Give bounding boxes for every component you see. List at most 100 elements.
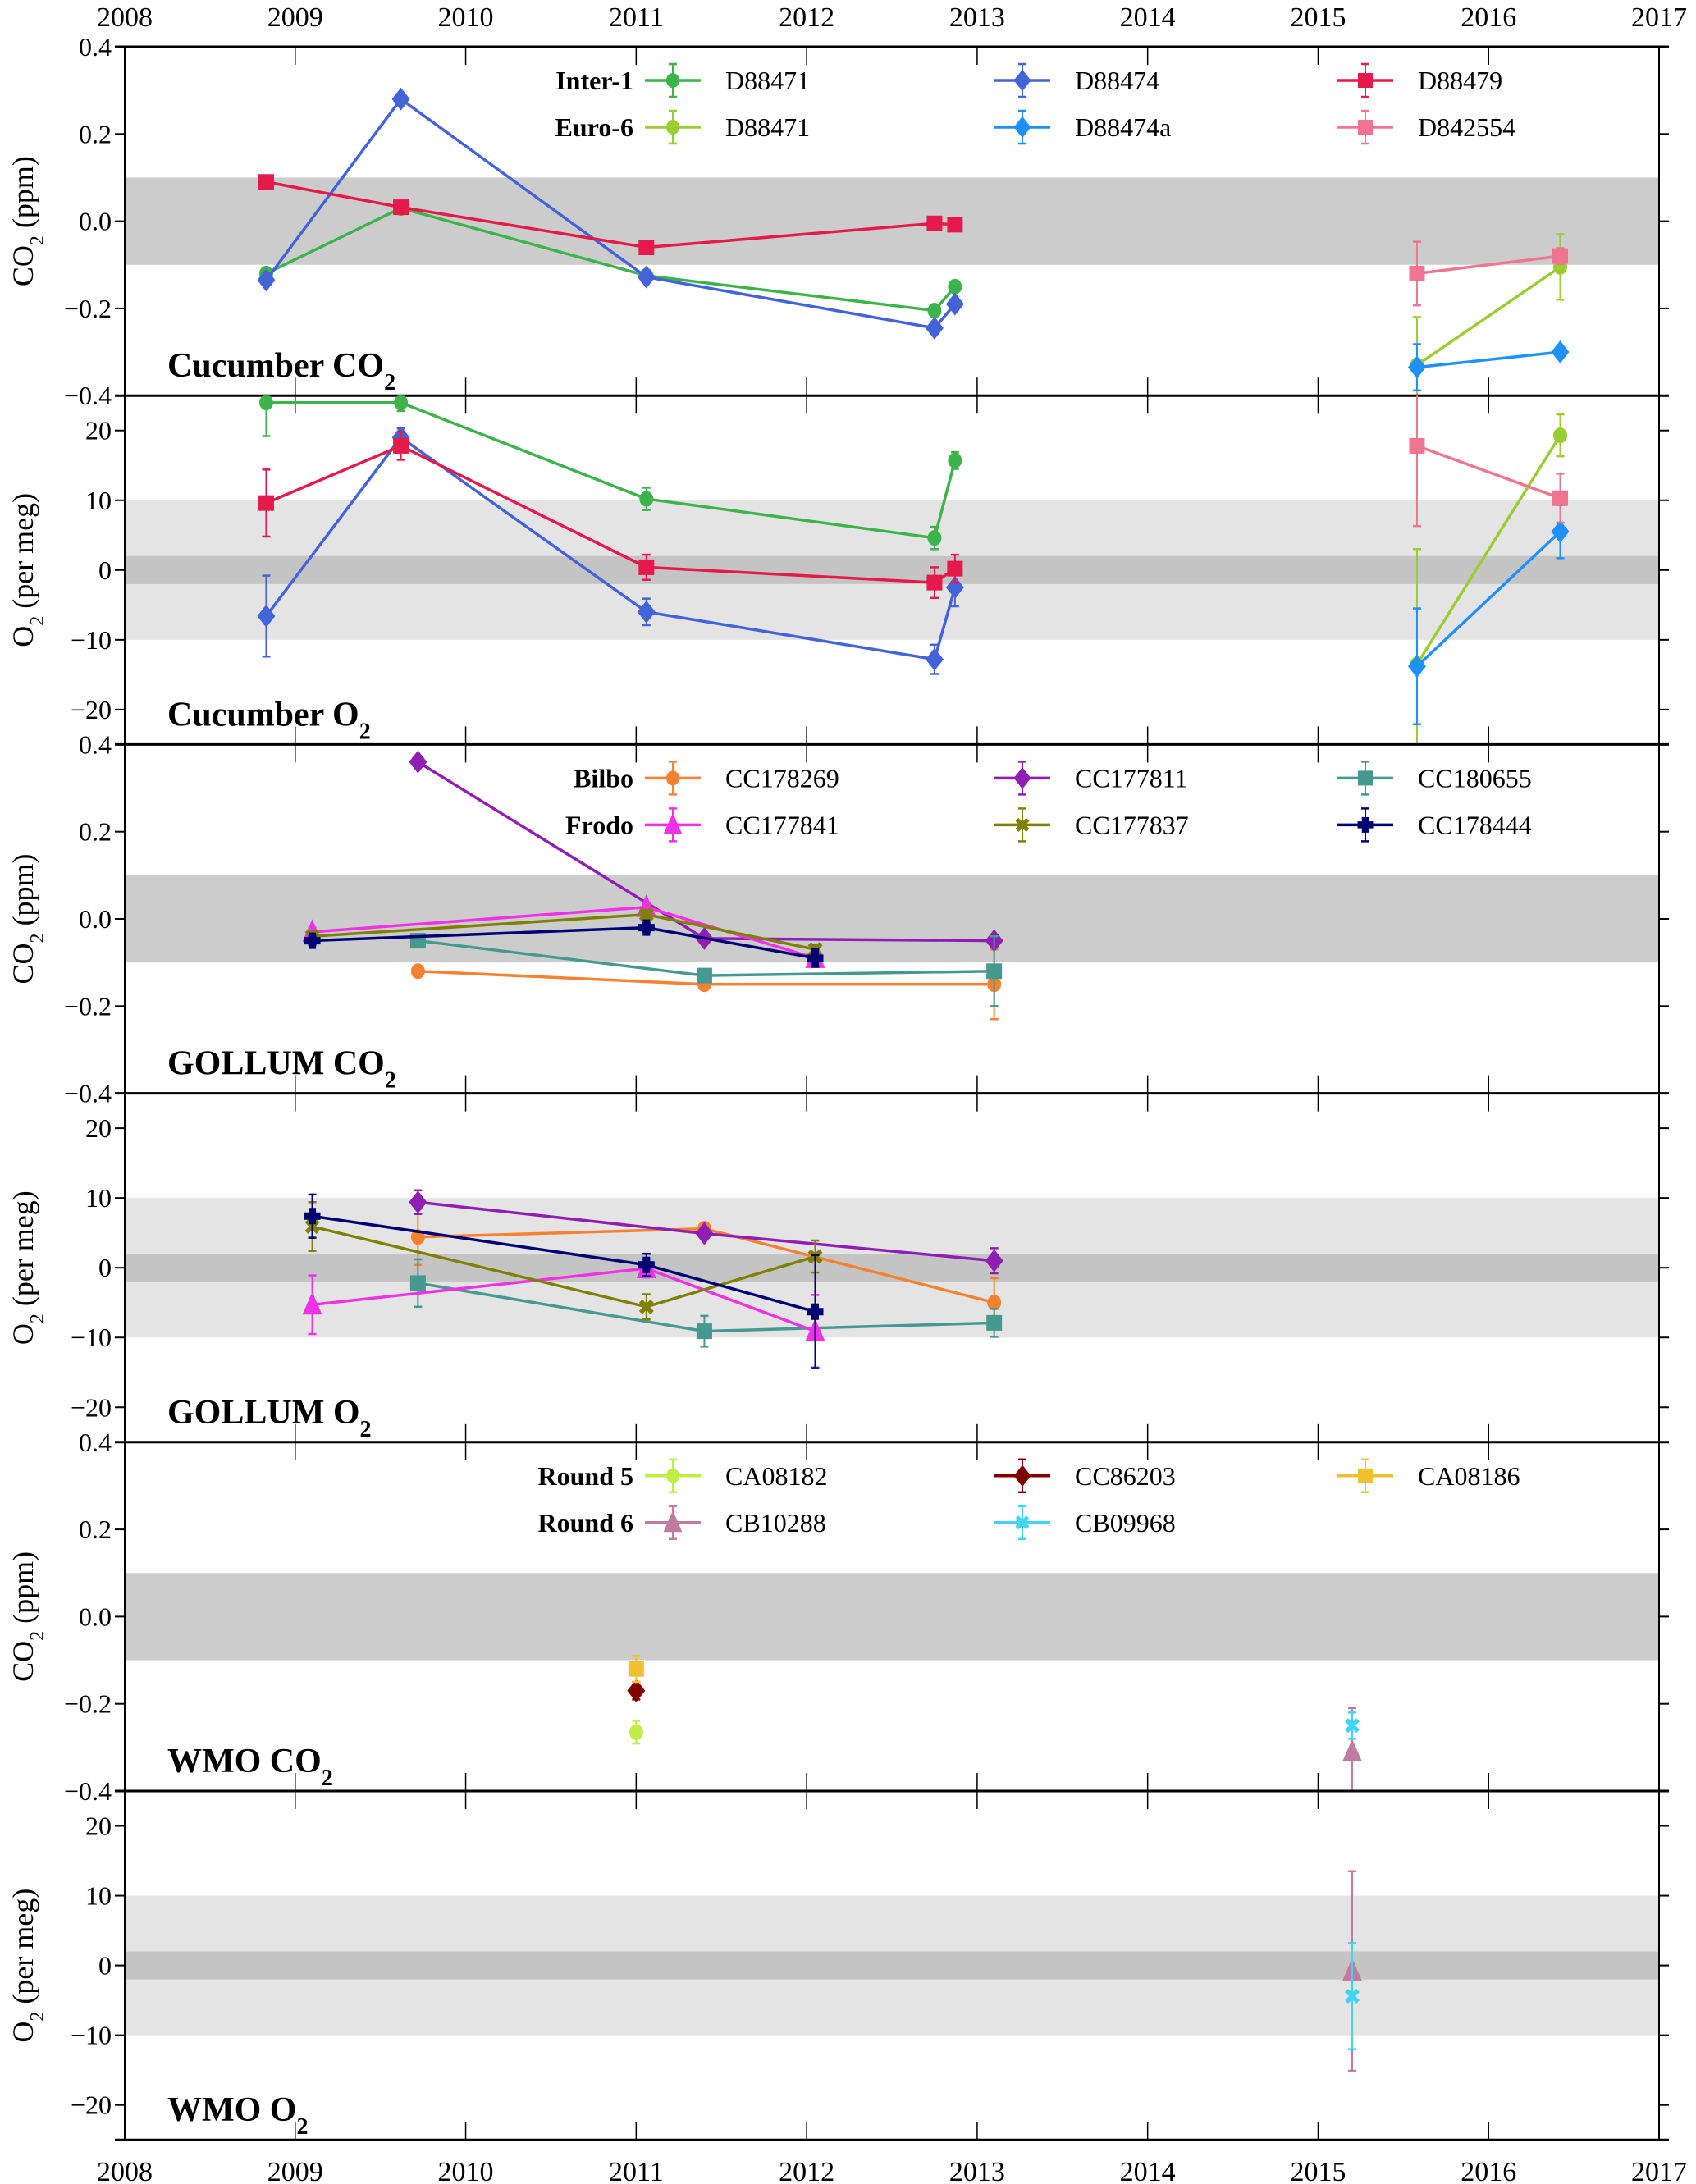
y-axis-label: O2 (per meg) <box>7 1889 48 2043</box>
series-d88474a <box>1407 504 1570 725</box>
y-axis-label-subscript: 2 <box>27 2012 48 2022</box>
y-axis-label: O2 (per meg) <box>7 1190 48 1345</box>
data-point <box>1552 490 1568 506</box>
legend-item: CC177811 <box>994 761 1188 796</box>
legend-marker <box>1357 72 1374 89</box>
x-tick-label-bottom: 2008 <box>97 2157 153 2184</box>
legend-group-label: Inter-1 <box>555 66 633 95</box>
series-line <box>1416 444 1561 500</box>
series-d88471 <box>258 395 962 551</box>
data-point <box>302 1291 322 1315</box>
x-tick-label-bottom: 2012 <box>779 2157 834 2184</box>
series-d88474a <box>1407 340 1570 392</box>
legend-marker <box>665 72 680 89</box>
series-line <box>1415 434 1561 665</box>
series-cc180655 <box>409 1258 1003 1348</box>
y-tick-label: −0.4 <box>64 1776 112 1806</box>
legend-marker <box>665 1468 680 1483</box>
y-axis-label-species: O <box>7 1323 39 1345</box>
series-cc178444 <box>304 919 824 968</box>
y-tick-label: 0.0 <box>79 207 112 236</box>
x-tick-label-top: 2008 <box>97 2 153 33</box>
legend-marker <box>1013 767 1031 789</box>
legend-label: D842554 <box>1418 112 1515 142</box>
y-tick-label: −0.2 <box>64 294 112 323</box>
series-ca08182 <box>629 1720 643 1745</box>
legend-group-label: Euro-6 <box>555 112 633 142</box>
data-point <box>258 495 274 511</box>
y-tick-label: 0.0 <box>79 904 112 934</box>
legend-item: CB09968 <box>994 1505 1176 1541</box>
data-point <box>639 491 654 507</box>
y-axis-label: CO2 (ppm) <box>7 854 48 985</box>
data-point <box>807 949 824 966</box>
legend-item: CA08182 <box>645 1458 827 1494</box>
legend-marker <box>1357 1468 1374 1483</box>
y-axis-label-subscript: 2 <box>27 1631 48 1641</box>
data-point <box>695 1222 714 1245</box>
data-point <box>638 239 655 255</box>
data-point <box>304 1208 321 1225</box>
panel-title: GOLLUM O2 <box>167 1394 372 1442</box>
x-tick-label-bottom: 2014 <box>1120 2157 1176 2184</box>
data-point <box>1407 655 1426 679</box>
legend-marker <box>1013 1464 1031 1487</box>
legend-item: CC178444 <box>1337 807 1532 843</box>
data-point <box>1552 427 1567 444</box>
legend-item: CA08186 <box>1337 1458 1520 1494</box>
legend: Inter-1 D88471 D88474 D88479 Euro-6 D88471 D88… <box>555 62 1515 145</box>
series-line <box>1416 350 1561 369</box>
legend: Round 5 CA08182 CC86203 CA08186 Round 6 CB102… <box>538 1458 1520 1541</box>
legend-label: CC177841 <box>725 810 839 839</box>
legend-label: D88474a <box>1075 112 1171 142</box>
y-axis-label-species: CO <box>7 943 39 984</box>
legend-marker <box>665 119 680 135</box>
y-tick-label: 0 <box>98 1253 112 1282</box>
panel-title-subscript: 2 <box>359 719 371 744</box>
data-point <box>925 647 944 671</box>
data-point <box>926 574 943 591</box>
legend-item: D88471 <box>645 109 810 145</box>
data-point <box>638 907 654 922</box>
series-layer <box>302 1189 1003 1369</box>
x-tick-label-top: 2013 <box>949 2 1005 33</box>
y-tick-label: −10 <box>71 2021 112 2050</box>
data-point <box>696 1323 712 1340</box>
y-axis-label-unit: (per meg) <box>7 1889 39 2012</box>
y-tick-label: 10 <box>85 486 112 515</box>
x-tick-label-bottom: 2016 <box>1461 2157 1516 2184</box>
series-cb09968 <box>1345 1711 1360 1740</box>
y-tick-label: −20 <box>71 695 112 724</box>
legend-item: D842554 <box>1337 109 1515 145</box>
y-tick-label: −10 <box>71 625 112 655</box>
data-point <box>637 600 656 624</box>
data-point <box>409 1190 427 1214</box>
y-tick-label: 10 <box>85 1183 112 1213</box>
data-point <box>948 452 962 468</box>
x-tick-label-bottom: 2013 <box>949 2157 1005 2184</box>
legend-group-label: Bilbo <box>574 763 633 793</box>
series-line <box>1416 254 1561 276</box>
y-tick-label: 0.4 <box>79 1428 112 1457</box>
legend-label: CC86203 <box>1075 1461 1176 1491</box>
series-cc177811 <box>409 1189 1003 1275</box>
x-tick-label-bottom: 2011 <box>609 2157 664 2184</box>
data-point <box>409 750 427 774</box>
y-axis-label-species: O <box>7 626 39 647</box>
legend-label: CC177811 <box>1075 763 1188 793</box>
legend-item: CC86203 <box>994 1458 1176 1494</box>
y-axis-label-subscript: 2 <box>27 1314 48 1323</box>
data-point <box>304 932 321 949</box>
legend-marker <box>1357 816 1374 833</box>
data-point <box>391 87 410 111</box>
y-axis-label: CO2 (ppm) <box>7 156 48 286</box>
tolerance-band <box>125 1573 1659 1661</box>
data-point <box>393 437 409 454</box>
tolerance-band <box>125 177 1659 265</box>
y-axis-label: O2 (per meg) <box>7 493 48 647</box>
series-d842554 <box>1409 240 1568 307</box>
